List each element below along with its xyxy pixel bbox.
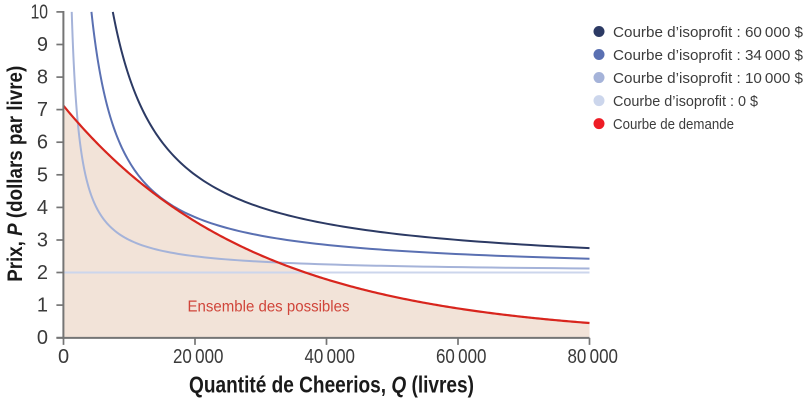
svg-text:Courbe d’isoprofit : 34 000 $: Courbe d’isoprofit : 34 000 $ — [613, 48, 803, 64]
svg-text:Courbe de demande: Courbe de demande — [613, 117, 734, 133]
svg-text:80 000: 80 000 — [567, 346, 618, 368]
svg-text:1: 1 — [37, 295, 48, 317]
svg-text:8: 8 — [37, 67, 48, 89]
svg-text:5: 5 — [37, 164, 48, 186]
svg-text:Quantité de Cheerios, Q (livre: Quantité de Cheerios, Q (livres) — [189, 372, 474, 398]
svg-text:Prix, P (dollars par livre): Prix, P (dollars par livre) — [4, 66, 27, 282]
svg-text:0: 0 — [37, 327, 48, 349]
svg-text:9: 9 — [37, 34, 48, 56]
svg-text:4: 4 — [37, 197, 48, 219]
svg-text:2: 2 — [37, 262, 48, 284]
svg-text:Courbe d’isoprofit : 10 000 $: Courbe d’isoprofit : 10 000 $ — [613, 71, 803, 87]
svg-text:10: 10 — [31, 1, 48, 23]
svg-text:Courbe d’isoprofit : 60 000 $: Courbe d’isoprofit : 60 000 $ — [613, 25, 803, 41]
svg-text:0: 0 — [58, 346, 69, 368]
svg-text:3: 3 — [37, 230, 48, 252]
svg-text:7: 7 — [37, 99, 48, 121]
svg-text:40 000: 40 000 — [304, 346, 355, 368]
svg-text:60 000: 60 000 — [436, 346, 487, 368]
svg-text:Ensemble des possibles: Ensemble des possibles — [188, 299, 350, 316]
svg-text:Courbe d’isoprofit : 0 $: Courbe d’isoprofit : 0 $ — [613, 94, 758, 110]
svg-text:6: 6 — [37, 132, 48, 154]
svg-text:20 000: 20 000 — [173, 346, 224, 368]
